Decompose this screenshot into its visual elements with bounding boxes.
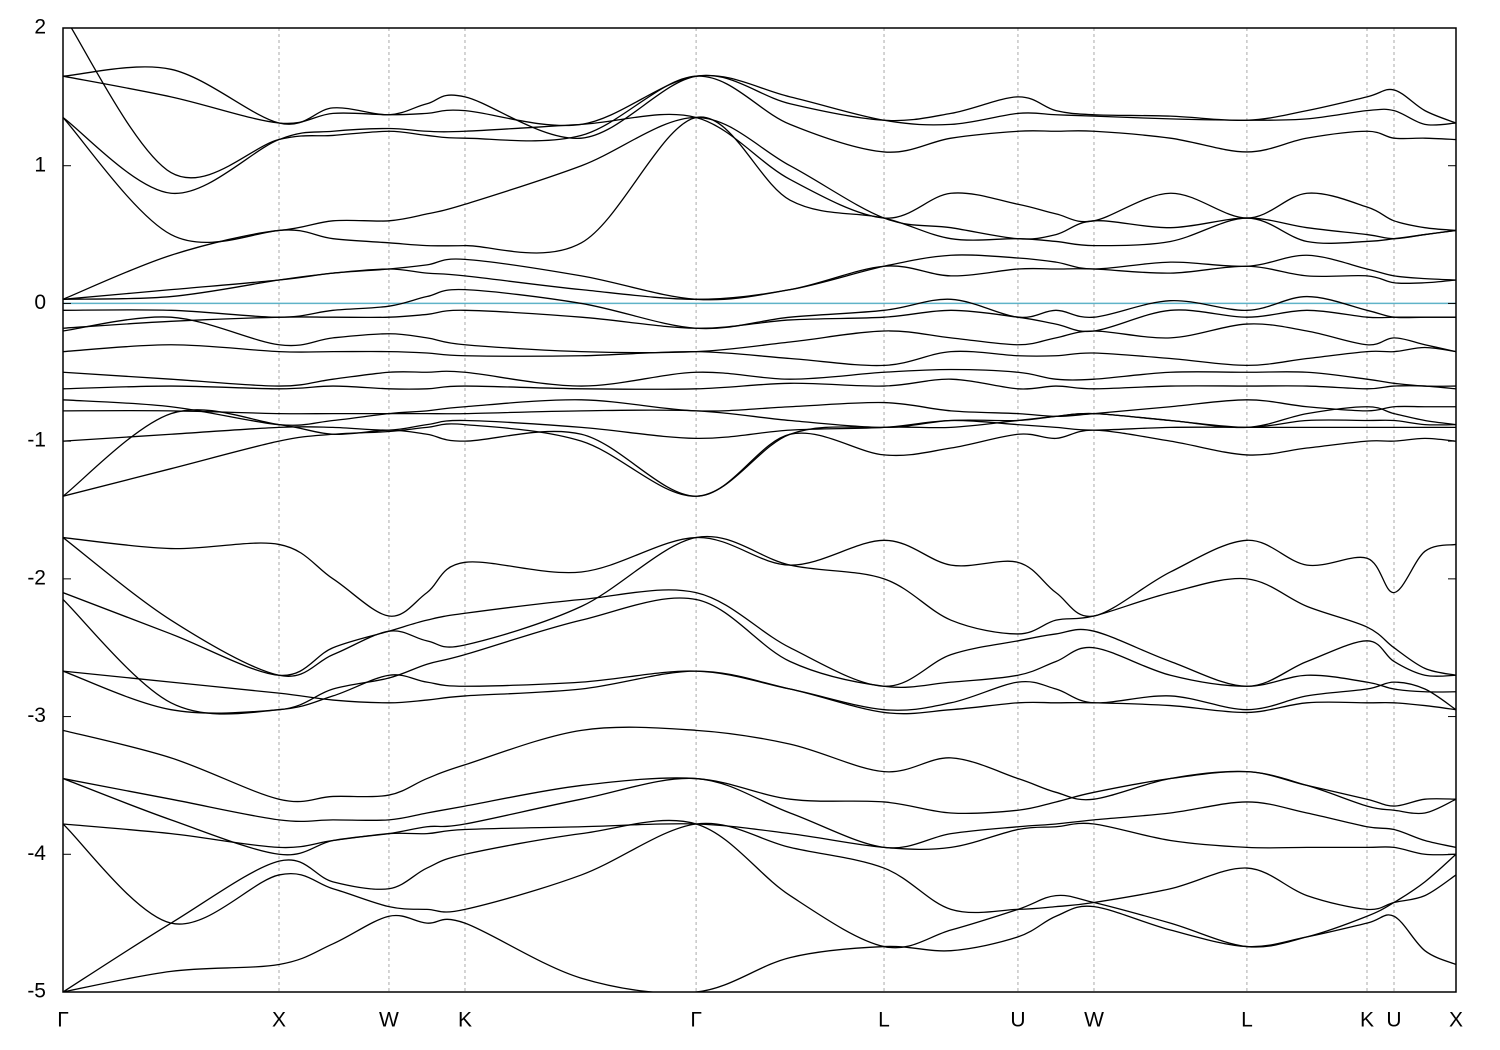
x-tick-label: L <box>878 1009 890 1032</box>
band-line <box>63 535 1456 677</box>
band-line <box>63 670 1456 714</box>
band-line <box>63 670 1456 715</box>
band-line <box>63 74 1456 127</box>
band-line <box>63 66 1456 139</box>
band-line <box>63 316 1456 354</box>
band-line <box>63 116 1456 243</box>
band-line <box>63 344 1456 367</box>
band-line <box>63 254 1456 301</box>
band-line <box>70 28 1456 179</box>
band-line <box>63 399 1456 426</box>
band-line <box>63 378 1456 390</box>
x-tick-label: U <box>1010 1009 1025 1032</box>
y-tick-label: -1 <box>27 429 46 452</box>
x-tick-label: X <box>272 1009 286 1032</box>
y-tick-label: -2 <box>27 566 46 589</box>
y-tick-label: 2 <box>34 16 46 39</box>
band-line <box>63 409 1456 497</box>
x-tick-label: Γ <box>57 1009 69 1032</box>
band-line <box>63 597 1456 715</box>
plot-frame <box>62 27 1457 993</box>
y-tick-label: -3 <box>27 704 46 727</box>
band-line <box>63 368 1456 387</box>
x-tick-label: K <box>458 1009 472 1032</box>
x-tick-label: X <box>1449 1009 1463 1032</box>
band-line <box>63 116 1456 300</box>
y-tick-label: -5 <box>27 980 46 1003</box>
grid-layer <box>278 28 1395 992</box>
y-tick-label: 1 <box>34 153 46 176</box>
band-line <box>63 905 1456 992</box>
y-tick-label: 0 <box>34 291 46 314</box>
band-line <box>63 536 1456 618</box>
bands-layer <box>63 28 1456 992</box>
x-tick-label: W <box>379 1009 399 1032</box>
x-tick-label: L <box>1241 1009 1253 1032</box>
x-tick-label: U <box>1386 1009 1401 1032</box>
band-line <box>63 822 1456 925</box>
x-tick-label: Γ <box>690 1009 702 1032</box>
band-line <box>63 288 1456 330</box>
band-line <box>63 822 1456 856</box>
x-tick-label: W <box>1084 1009 1104 1032</box>
band-line <box>63 770 1456 823</box>
y-tick-label: -4 <box>27 842 46 865</box>
x-tick-label: K <box>1360 1009 1374 1032</box>
band-line <box>63 406 1456 497</box>
band-line <box>63 309 1456 333</box>
